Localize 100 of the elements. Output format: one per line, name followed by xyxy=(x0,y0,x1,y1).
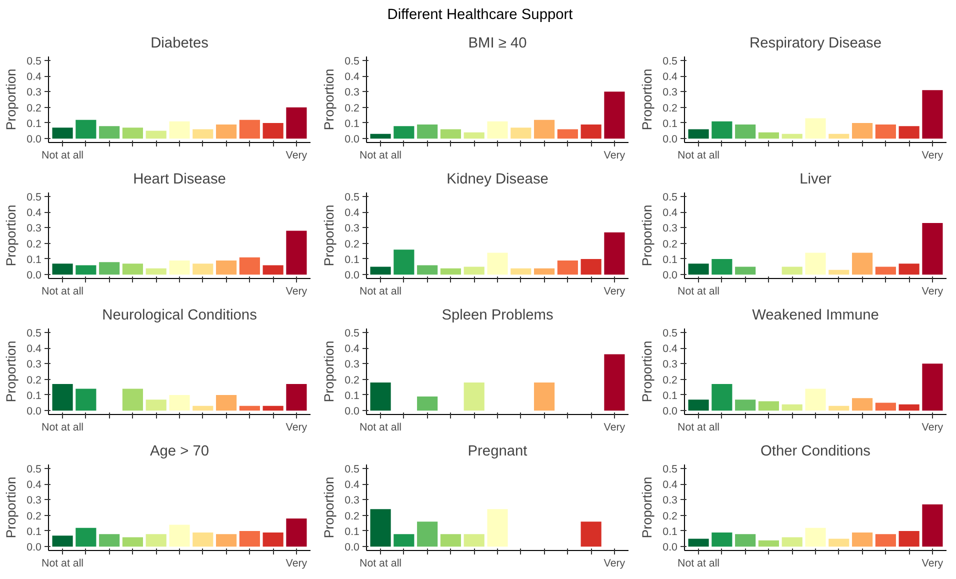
y-tick-label: 0.5 xyxy=(344,191,360,204)
y-tick-label: 0.0 xyxy=(26,134,42,146)
x-tick-label: Very xyxy=(286,150,308,162)
x-tick-label: Very xyxy=(286,286,308,298)
y-tick-label: 0.4 xyxy=(26,479,42,492)
y-axis-title: Proportion xyxy=(322,476,337,538)
y-tick-label: 0.1 xyxy=(662,390,678,402)
chart-title: Liver xyxy=(800,172,832,188)
chart-title: Respiratory Disease xyxy=(750,36,882,52)
y-tick-label: 0.3 xyxy=(662,86,678,99)
y-axis-title: Proportion xyxy=(640,476,655,538)
y-tick-label: 0.5 xyxy=(662,55,678,68)
y-tick-label: 0.4 xyxy=(662,479,678,492)
y-tick-label: 0.0 xyxy=(662,270,678,282)
chart-title: Weakened Immune xyxy=(752,308,879,324)
x-tick-label: Very xyxy=(604,150,626,162)
x-tick-label: Not at all xyxy=(678,286,720,298)
y-tick-label: 0.5 xyxy=(344,463,360,476)
y-axis-title: Proportion xyxy=(322,340,337,402)
text: Different Healthcare Support xyxy=(387,6,573,25)
y-axis-title: Proportion xyxy=(4,204,19,266)
y-tick-label: 0.4 xyxy=(344,343,360,356)
y-tick-label: 0.1 xyxy=(344,526,360,538)
x-tick-label: Not at all xyxy=(678,422,720,434)
y-tick-label: 0.0 xyxy=(662,406,678,418)
y-tick-label: 0.3 xyxy=(662,494,678,507)
y-tick-label: 0.1 xyxy=(662,526,678,538)
y-tick-label: 0.1 xyxy=(344,118,360,130)
y-tick-label: 0.2 xyxy=(662,374,678,386)
x-tick-label: Not at all xyxy=(360,422,402,434)
y-tick-label: 0.4 xyxy=(662,343,678,356)
x-tick-label: Not at all xyxy=(678,558,720,570)
y-tick-label: 0.0 xyxy=(662,134,678,146)
y-tick-label: 0.5 xyxy=(344,327,360,340)
y-tick-label: 0.0 xyxy=(344,134,360,146)
y-tick-label: 0.2 xyxy=(26,374,42,386)
y-tick-label: 0.5 xyxy=(26,327,42,340)
y-tick-label: 0.3 xyxy=(662,358,678,371)
y-axis-title: Proportion xyxy=(640,340,655,402)
y-tick-label: 0.0 xyxy=(26,270,42,282)
y-tick-label: 0.2 xyxy=(26,102,42,114)
y-tick-label: 0.0 xyxy=(26,406,42,418)
y-axis-title: Proportion xyxy=(4,68,19,130)
y-tick-label: 0.0 xyxy=(344,270,360,282)
chart-title: Age > 70 xyxy=(150,444,210,460)
x-tick-label: Not at all xyxy=(42,286,84,298)
x-tick-label: Very xyxy=(604,422,626,434)
y-tick-label: 0.2 xyxy=(344,374,360,386)
y-axis-title: Proportion xyxy=(322,204,337,266)
y-tick-label: 0.0 xyxy=(662,542,678,554)
chart-title: Diabetes xyxy=(150,36,208,52)
y-tick-label: 0.5 xyxy=(344,55,360,68)
y-axis-title: Proportion xyxy=(640,68,655,130)
y-tick-label: 0.5 xyxy=(662,327,678,340)
y-tick-label: 0.2 xyxy=(344,238,360,250)
y-tick-label: 0.3 xyxy=(344,222,360,235)
y-tick-label: 0.1 xyxy=(26,118,42,130)
y-tick-label: 0.4 xyxy=(662,71,678,84)
y-axis-title: Proportion xyxy=(4,476,19,538)
chart-title: Pregnant xyxy=(468,444,528,460)
y-tick-label: 0.3 xyxy=(344,494,360,507)
y-tick-label: 0.2 xyxy=(662,238,678,250)
y-tick-label: 0.5 xyxy=(26,55,42,68)
y-tick-label: 0.2 xyxy=(662,102,678,114)
x-tick-label: Very xyxy=(286,558,308,570)
x-tick-label: Not at all xyxy=(360,286,402,298)
chart-title: Other Conditions xyxy=(760,444,870,460)
y-tick-label: 0.3 xyxy=(26,222,42,235)
y-tick-label: 0.2 xyxy=(26,238,42,250)
x-tick-label: Very xyxy=(604,558,626,570)
y-tick-label: 0.4 xyxy=(344,207,360,220)
y-tick-label: 0.5 xyxy=(662,463,678,476)
y-tick-label: 0.4 xyxy=(26,207,42,220)
y-tick-label: 0.1 xyxy=(344,254,360,266)
chart-title: Heart Disease xyxy=(133,172,226,188)
y-tick-label: 0.3 xyxy=(26,358,42,371)
y-tick-label: 0.1 xyxy=(662,254,678,266)
chart-title: Neurological Conditions xyxy=(102,308,257,324)
y-axis-title: Proportion xyxy=(4,340,19,402)
chart-title: Kidney Disease xyxy=(446,172,548,188)
y-tick-label: 0.1 xyxy=(26,390,42,402)
x-tick-label: Not at all xyxy=(42,558,84,570)
y-tick-label: 0.4 xyxy=(344,71,360,84)
x-tick-label: Not at all xyxy=(360,150,402,162)
y-tick-label: 0.0 xyxy=(26,542,42,554)
x-tick-label: Not at all xyxy=(42,422,84,434)
x-tick-label: Very xyxy=(286,422,308,434)
y-tick-label: 0.3 xyxy=(662,222,678,235)
x-tick-label: Not at all xyxy=(42,150,84,162)
y-tick-label: 0.1 xyxy=(662,118,678,130)
y-tick-label: 0.4 xyxy=(344,479,360,492)
y-tick-label: 0.5 xyxy=(26,191,42,204)
y-tick-label: 0.3 xyxy=(26,494,42,507)
y-tick-label: 0.1 xyxy=(26,526,42,538)
y-axis-title: Proportion xyxy=(640,204,655,266)
y-tick-label: 0.5 xyxy=(26,463,42,476)
y-tick-label: 0.1 xyxy=(26,254,42,266)
y-tick-label: 0.2 xyxy=(344,102,360,114)
x-tick-label: Very xyxy=(604,286,626,298)
y-tick-label: 0.0 xyxy=(344,542,360,554)
